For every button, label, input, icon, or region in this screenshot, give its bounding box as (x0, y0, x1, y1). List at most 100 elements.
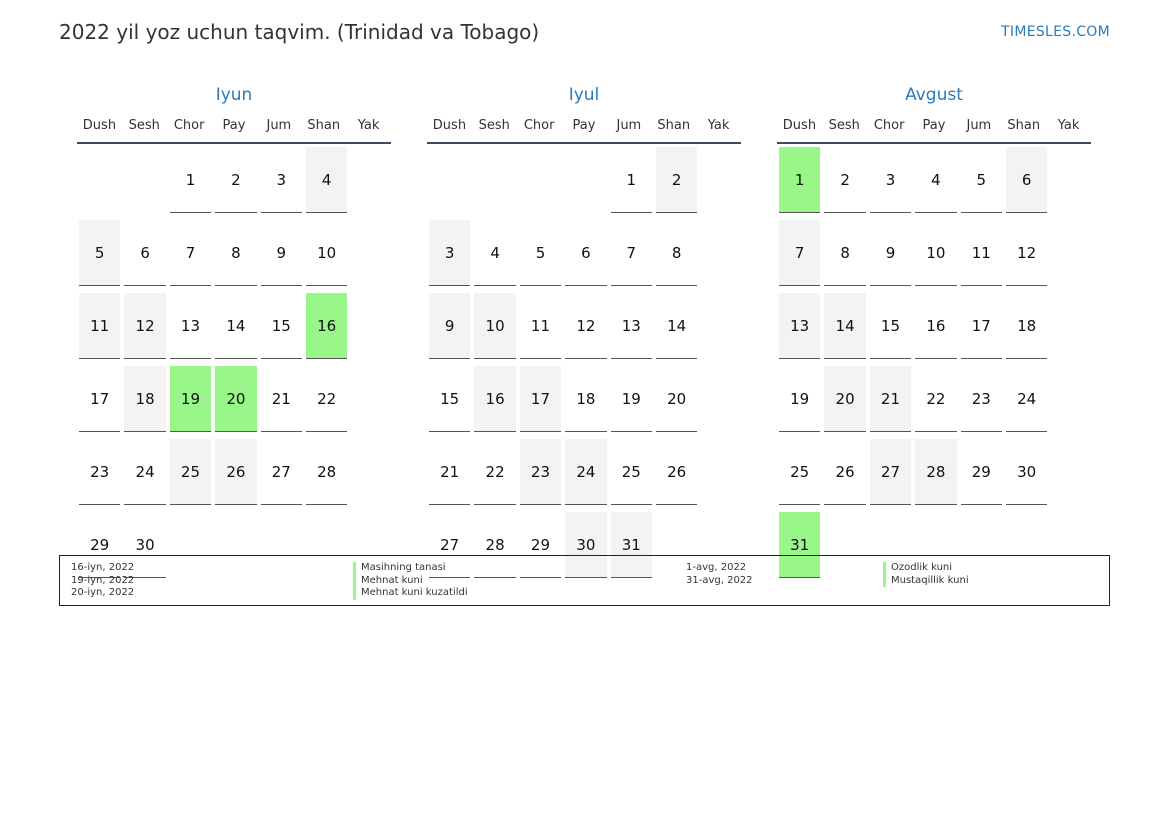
day-cell: 27 (869, 439, 912, 505)
day-cell: 30 (565, 512, 607, 578)
month-title: Iyun (215, 85, 253, 105)
day-cell: 14 (215, 293, 257, 359)
day-cell: 1 (610, 147, 652, 213)
weekday-label: Chor (173, 118, 205, 133)
month-title: Iyul (568, 85, 600, 105)
day-cell: 29 (960, 439, 1002, 505)
day-cell: 1 (779, 147, 821, 213)
day-cell: 5 (519, 220, 562, 286)
day-cell: 21 (260, 366, 302, 432)
day-cell: 20 (824, 366, 866, 432)
day-cell: 20 (215, 366, 257, 432)
day-cell: 8 (824, 220, 866, 286)
day-cell: 8 (215, 220, 257, 286)
day-cell: 13 (169, 293, 212, 359)
day-cell: 30 (1005, 439, 1048, 505)
day-cell: 11 (79, 293, 121, 359)
day-cell: 22 (915, 366, 957, 432)
day-cell: 23 (960, 366, 1002, 432)
weekday-label: Sesh (128, 118, 160, 133)
weekday-label: Yak (707, 118, 730, 133)
day-cell: 26 (655, 439, 698, 505)
weekday-label: Yak (357, 118, 380, 133)
day-cell: 27 (260, 439, 302, 505)
weekday-header: Dush Sesh Chor Pay Jum Shan Yak (77, 118, 391, 144)
empty-day-cell (520, 147, 561, 213)
day-cell: 14 (824, 293, 866, 359)
day-cell: 16 (305, 293, 348, 359)
legend-holiday-name: Masihning tanasi (353, 562, 468, 575)
day-cell: 12 (565, 293, 607, 359)
day-cell: 15 (260, 293, 302, 359)
day-cell: 25 (169, 439, 212, 505)
day-cell: 2 (215, 147, 257, 213)
day-cell: 29 (79, 512, 121, 578)
day-cell: 11 (960, 220, 1002, 286)
day-cell: 19 (610, 366, 652, 432)
day-cell: 13 (779, 293, 821, 359)
weekday-header: Dush Sesh Chor Pay Jum Shan Yak (427, 118, 741, 144)
legend-date: 20-iyn, 2022 (71, 587, 135, 598)
site-link[interactable]: TIMESLES.COM (1001, 24, 1110, 40)
legend-holiday-name: Mehnat kuni (353, 574, 468, 587)
day-grid: 1 2 3 4 5 6 7 8 9 10 11 12 13 14 15 16 17 18 19 20 21 22 23 24 2… (777, 147, 1091, 585)
day-cell: 3 (429, 220, 471, 286)
weekday-label: Dush (82, 118, 117, 133)
month-august: Avgust Dush Sesh Chor Pay Jum Shan Yak 1… (777, 84, 1091, 585)
day-cell: 17 (960, 293, 1002, 359)
day-cell: 17 (519, 366, 562, 432)
day-cell: 7 (779, 220, 821, 286)
day-cell: 16 (915, 293, 957, 359)
day-cell: 9 (429, 293, 471, 359)
weekday-label: Jum (966, 118, 992, 133)
weekday-label: Pay (572, 118, 596, 133)
day-grid: 1 2 3 4 5 6 7 8 9 10 11 12 13 14 15 16 17 18 19 20 21 22 23 24 2… (427, 147, 741, 585)
day-cell: 25 (610, 439, 652, 505)
weekday-label: Shan (307, 118, 341, 133)
day-cell: 24 (124, 439, 166, 505)
page-title: 2022 yil yoz uchun taqvim. (Trinidad va … (59, 20, 540, 44)
weekday-label: Jum (266, 118, 292, 133)
day-cell: 11 (519, 293, 562, 359)
legend-date: 19-iyn, 2022 (71, 574, 135, 586)
day-cell: 2 (655, 147, 698, 213)
day-cell: 25 (779, 439, 821, 505)
day-cell: 18 (124, 366, 166, 432)
legend-holiday-name: Mustaqillik kuni (883, 574, 969, 587)
day-cell: 28 (305, 439, 348, 505)
weekday-label: Pay (922, 118, 946, 133)
weekday-label: Yak (1057, 118, 1080, 133)
day-cell: 10 (915, 220, 957, 286)
day-cell: 8 (655, 220, 698, 286)
day-cell: 19 (779, 366, 821, 432)
legend-names-right: Ozodlik kuni Mustaqillik kuni (883, 562, 969, 587)
day-grid: 1 2 3 4 5 6 7 8 9 10 11 12 13 14 15 16 17 18 19 20 21 22 23 24 2… (77, 147, 391, 585)
month-title: Avgust (905, 85, 963, 105)
day-cell: 10 (474, 293, 516, 359)
empty-day-cell (124, 147, 165, 213)
day-cell: 21 (429, 439, 471, 505)
day-cell: 17 (79, 366, 121, 432)
weekday-label: Sesh (478, 118, 510, 133)
legend-holiday-name: Mehnat kuni kuzatildi (353, 587, 468, 600)
day-cell: 18 (565, 366, 607, 432)
day-cell: 15 (429, 366, 471, 432)
day-cell: 18 (1005, 293, 1048, 359)
day-cell: 4 (474, 220, 516, 286)
weekday-label: Chor (873, 118, 905, 133)
day-cell: 31 (779, 512, 821, 578)
day-cell: 31 (610, 512, 652, 578)
day-cell: 9 (869, 220, 912, 286)
day-cell: 4 (305, 147, 348, 213)
day-cell: 16 (474, 366, 516, 432)
day-cell: 9 (260, 220, 302, 286)
legend-date: 16-iyn, 2022 (71, 562, 135, 573)
day-cell: 5 (960, 147, 1002, 213)
day-cell: 3 (869, 147, 912, 213)
day-cell: 7 (610, 220, 652, 286)
empty-day-cell (565, 147, 606, 213)
legend-dates-right: 1-avg, 2022 31-avg, 2022 (686, 562, 753, 587)
legend-holiday-name: Ozodlik kuni (883, 562, 969, 575)
